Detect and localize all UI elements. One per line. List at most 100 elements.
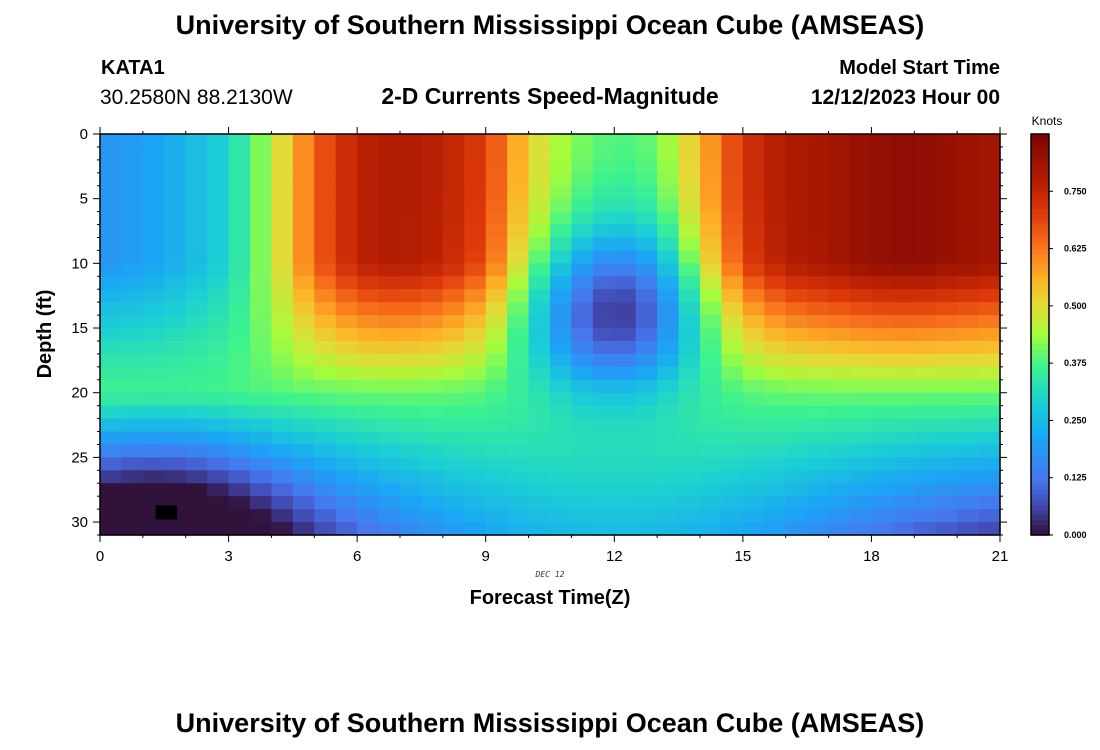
heatmap-cell: [507, 289, 530, 303]
heatmap-cell: [850, 353, 873, 368]
heatmap-cell: [292, 198, 315, 213]
heatmap-cell: [850, 483, 873, 497]
heatmap-cell: [464, 509, 487, 523]
heatmap-cell: [571, 470, 594, 484]
heatmap-cell: [807, 146, 830, 161]
heatmap-cell: [185, 315, 208, 329]
heatmap-cell: [485, 444, 508, 458]
heatmap-cell: [121, 418, 144, 433]
heatmap-cell: [592, 522, 615, 536]
heatmap-cell: [421, 302, 444, 316]
heatmap-cell: [400, 509, 423, 523]
heatmap-cell: [250, 328, 273, 342]
heatmap-cell: [700, 185, 723, 200]
heatmap-cell: [550, 263, 573, 277]
heatmap-cell: [850, 289, 873, 303]
heatmap-cell: [400, 431, 423, 446]
heatmap-cell: [592, 224, 615, 239]
heatmap-cell: [528, 328, 551, 342]
heatmap-cell: [935, 185, 958, 200]
heatmap-cell: [871, 353, 894, 368]
heatmap-cell: [314, 289, 337, 303]
page-title: University of Southern Mississippi Ocean…: [175, 10, 925, 40]
heatmap-cell: [314, 328, 337, 342]
heatmap-cell: [271, 185, 294, 200]
heatmap-cell: [185, 211, 208, 226]
heatmap-cell: [442, 276, 465, 290]
heatmap-cell: [464, 470, 487, 484]
heatmap-cell: [271, 328, 294, 342]
heatmap-cell: [828, 198, 851, 213]
heatmap-cell: [850, 328, 873, 342]
heatmap-cell: [871, 522, 894, 536]
heatmap-cell: [614, 289, 637, 303]
heatmap-cell: [700, 250, 723, 264]
heatmap-cell: [764, 224, 787, 239]
heatmap-cell: [314, 224, 337, 239]
heatmap-cell: [357, 418, 380, 433]
heatmap-cell: [421, 276, 444, 290]
heatmap-cell: [121, 431, 144, 446]
heatmap-cell: [357, 263, 380, 277]
heatmap-cell: [464, 444, 487, 458]
heatmap-cell: [635, 250, 658, 264]
heatmap-cell: [550, 198, 573, 213]
heatmap-cell: [185, 328, 208, 342]
heatmap-cell: [314, 431, 337, 446]
heatmap-cell: [121, 405, 144, 420]
heatmap-cell: [335, 302, 358, 316]
heatmap-cell: [935, 172, 958, 187]
heatmap-cell: [614, 379, 637, 394]
heatmap-cell: [635, 134, 658, 148]
heatmap-cell: [357, 405, 380, 420]
heatmap-cell: [335, 522, 358, 536]
heatmap-cell: [464, 366, 487, 381]
heatmap-cell: [271, 159, 294, 174]
heatmap-cell: [378, 211, 401, 226]
heatmap-cell: [142, 392, 165, 407]
heatmap-cell: [635, 185, 658, 200]
heatmap-cell: [485, 302, 508, 316]
heatmap-cell: [850, 172, 873, 187]
heatmap-cell: [571, 198, 594, 213]
heatmap-cell: [721, 263, 744, 277]
heatmap-cell: [485, 198, 508, 213]
heatmap-cell: [828, 172, 851, 187]
heatmap-cell: [142, 198, 165, 213]
heatmap-cell: [164, 470, 187, 484]
heatmap-cell: [271, 444, 294, 458]
heatmap-cell: [614, 444, 637, 458]
heatmap-cell: [807, 431, 830, 446]
heatmap-cell: [442, 379, 465, 394]
heatmap-cell: [871, 470, 894, 484]
heatmap-cell: [614, 172, 637, 187]
heatmap-cell: [871, 483, 894, 497]
heatmap-cell: [807, 457, 830, 471]
heatmap-cell: [100, 353, 123, 368]
heatmap-cell: [335, 431, 358, 446]
colorbar-segment: [1031, 469, 1049, 476]
heatmap-cell: [121, 276, 144, 290]
heatmap-cell: [228, 159, 251, 174]
heatmap-cell: [271, 198, 294, 213]
heatmap-cell: [335, 483, 358, 497]
heatmap-cell: [614, 470, 637, 484]
heatmap-cell: [528, 185, 551, 200]
heatmap-cell: [357, 172, 380, 187]
heatmap-cell: [742, 237, 765, 252]
heatmap-cell: [228, 483, 251, 497]
heatmap-cell: [764, 418, 787, 433]
heatmap-cell: [507, 237, 530, 252]
colorbar-tick-label: 0.000: [1064, 530, 1087, 540]
heatmap-cell: [678, 509, 701, 523]
heatmap-cell: [164, 224, 187, 239]
heatmap-cell: [978, 392, 1001, 407]
heatmap-cell: [764, 172, 787, 187]
heatmap-cell: [100, 340, 123, 355]
heatmap-cell: [400, 444, 423, 458]
heatmap-cell: [635, 276, 658, 290]
heatmap-cell: [614, 392, 637, 407]
heatmap-cell: [678, 522, 701, 536]
heatmap-cell: [207, 405, 230, 420]
heatmap-cell: [100, 431, 123, 446]
